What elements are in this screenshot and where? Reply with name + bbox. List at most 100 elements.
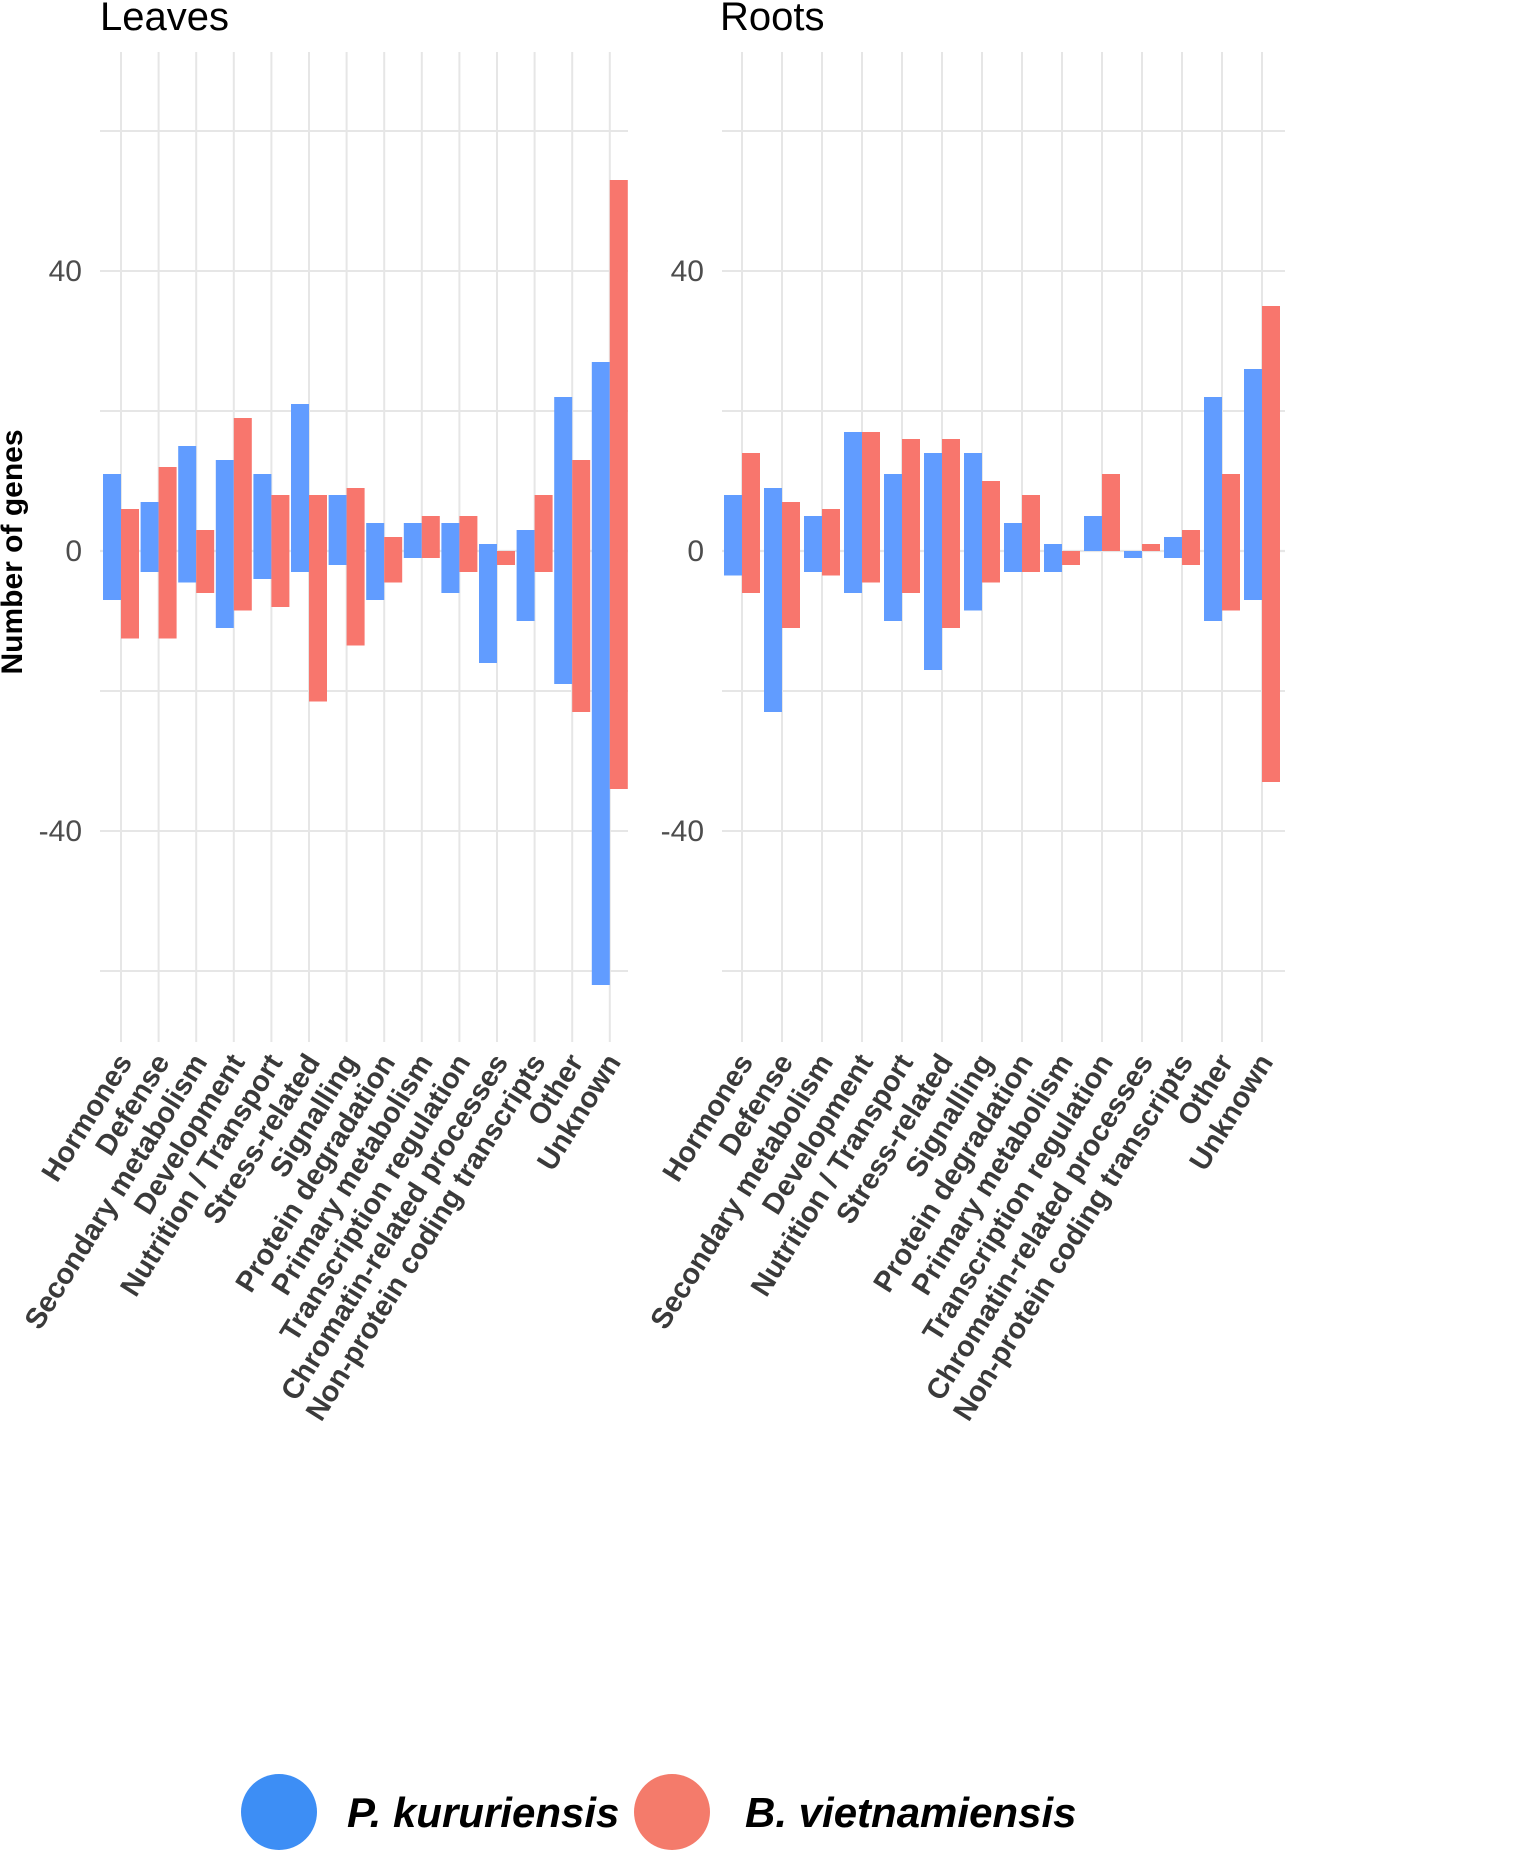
bar-p-kururiensis-down (1124, 551, 1142, 558)
y-tick-label: -40 (39, 815, 82, 848)
bar-p-kururiensis-down (1204, 551, 1222, 621)
bar-b-vietnamiensis-up (742, 453, 760, 551)
bar-p-kururiensis-down (215, 551, 234, 628)
bar-p-kururiensis-up (724, 495, 742, 551)
bar-p-kururiensis-down (366, 551, 385, 600)
bar-p-kururiensis-down (403, 551, 422, 558)
bar-p-kururiensis-up (1004, 523, 1022, 551)
y-tick-label: 40 (671, 255, 704, 288)
legend: P. kururiensis B. vietnamiensis (241, 1774, 1076, 1850)
bar-b-vietnamiensis-up (346, 488, 365, 551)
y-tick-label: 40 (49, 255, 82, 288)
bar-p-kururiensis-down (441, 551, 460, 593)
bar-b-vietnamiensis-down (421, 551, 440, 558)
bar-b-vietnamiensis-down (309, 551, 327, 702)
bar-b-vietnamiensis-up (1102, 474, 1120, 551)
bar-p-kururiensis-up (291, 404, 309, 551)
legend-label: B. vietnamiensis (745, 1789, 1076, 1836)
bar-p-kururiensis-up (328, 495, 347, 551)
bar-p-kururiensis-down (479, 551, 497, 663)
bar-p-kururiensis-up (964, 453, 982, 551)
bar-p-kururiensis-up (1204, 397, 1222, 551)
legend-swatch (634, 1774, 710, 1850)
y-axis-label: Number of genes (0, 429, 29, 674)
y-tick-label: 0 (687, 535, 704, 568)
bar-p-kururiensis-down (764, 551, 782, 712)
bar-p-kururiensis-down (328, 551, 347, 565)
bar-p-kururiensis-down (964, 551, 982, 611)
bar-p-kururiensis-up (884, 474, 902, 551)
bar-b-vietnamiensis-down (534, 551, 553, 572)
legend-label: P. kururiensis (347, 1789, 619, 1836)
bar-p-kururiensis-up (924, 453, 942, 551)
bar-b-vietnamiensis-up (942, 439, 960, 551)
bar-b-vietnamiensis-down (862, 551, 880, 583)
bar-p-kururiensis-up (366, 523, 385, 551)
bar-b-vietnamiensis-down (1262, 551, 1280, 782)
bar-p-kururiensis-down (1244, 551, 1262, 600)
bar-b-vietnamiensis-up (982, 481, 1000, 551)
bar-p-kururiensis-up (403, 523, 422, 551)
bar-b-vietnamiensis-down (1182, 551, 1200, 565)
bar-b-vietnamiensis-down (158, 551, 177, 639)
bar-b-vietnamiensis-down (384, 551, 403, 583)
bar-b-vietnamiensis-up (1182, 530, 1200, 551)
bar-p-kururiensis-up (591, 362, 610, 551)
bar-p-kururiensis-up (253, 474, 272, 551)
bar-p-kururiensis-down (924, 551, 942, 670)
bar-p-kururiensis-up (178, 446, 197, 551)
bar-p-kururiensis-up (1164, 537, 1182, 551)
bar-p-kururiensis-up (140, 502, 159, 551)
bar-b-vietnamiensis-up (822, 509, 840, 551)
bar-b-vietnamiensis-up (1262, 306, 1280, 551)
bar-p-kururiensis-up (844, 432, 862, 551)
bar-b-vietnamiensis-down (609, 551, 628, 789)
bar-p-kururiensis-up (516, 530, 535, 551)
bar-b-vietnamiensis-up (309, 495, 327, 551)
bar-p-kururiensis-down (1004, 551, 1022, 572)
legend-swatch (241, 1774, 317, 1850)
bar-p-kururiensis-down (804, 551, 822, 572)
bar-p-kururiensis-down (554, 551, 573, 684)
bar-b-vietnamiensis-up (1222, 474, 1240, 551)
bar-b-vietnamiensis-up (1022, 495, 1040, 551)
bar-p-kururiensis-down (724, 551, 742, 576)
bar-b-vietnamiensis-up (233, 418, 252, 551)
bar-p-kururiensis-down (884, 551, 902, 621)
bar-b-vietnamiensis-down (572, 551, 591, 712)
bar-p-kururiensis-down (844, 551, 862, 593)
bar-p-kururiensis-up (804, 516, 822, 551)
bar-b-vietnamiensis-up (421, 516, 440, 551)
bar-p-kururiensis-up (441, 523, 460, 551)
bar-b-vietnamiensis-up (609, 180, 628, 551)
bar-p-kururiensis-down (291, 551, 309, 572)
bar-b-vietnamiensis-up (158, 467, 177, 551)
bar-b-vietnamiensis-up (782, 502, 800, 551)
y-tick-label: -40 (661, 815, 704, 848)
bar-p-kururiensis-up (103, 474, 121, 551)
bar-b-vietnamiensis-down (497, 551, 515, 565)
bar-b-vietnamiensis-down (121, 551, 139, 639)
bar-p-kururiensis-down (178, 551, 197, 583)
bar-b-vietnamiensis-down (196, 551, 215, 593)
bar-p-kururiensis-up (764, 488, 782, 551)
bar-p-kururiensis-down (1044, 551, 1062, 572)
bar-p-kururiensis-up (479, 544, 497, 551)
bar-b-vietnamiensis-up (1142, 544, 1160, 551)
bar-b-vietnamiensis-down (782, 551, 800, 628)
bar-b-vietnamiensis-up (121, 509, 139, 551)
bar-p-kururiensis-down (253, 551, 272, 579)
bar-p-kururiensis-up (1044, 544, 1062, 551)
bar-b-vietnamiensis-up (271, 495, 290, 551)
bar-b-vietnamiensis-down (1062, 551, 1080, 565)
panel-title: Roots (720, 0, 825, 39)
bar-b-vietnamiensis-down (982, 551, 1000, 583)
bar-b-vietnamiensis-down (942, 551, 960, 628)
bar-p-kururiensis-down (1164, 551, 1182, 558)
bar-b-vietnamiensis-down (1022, 551, 1040, 572)
bar-p-kururiensis-up (1084, 516, 1102, 551)
